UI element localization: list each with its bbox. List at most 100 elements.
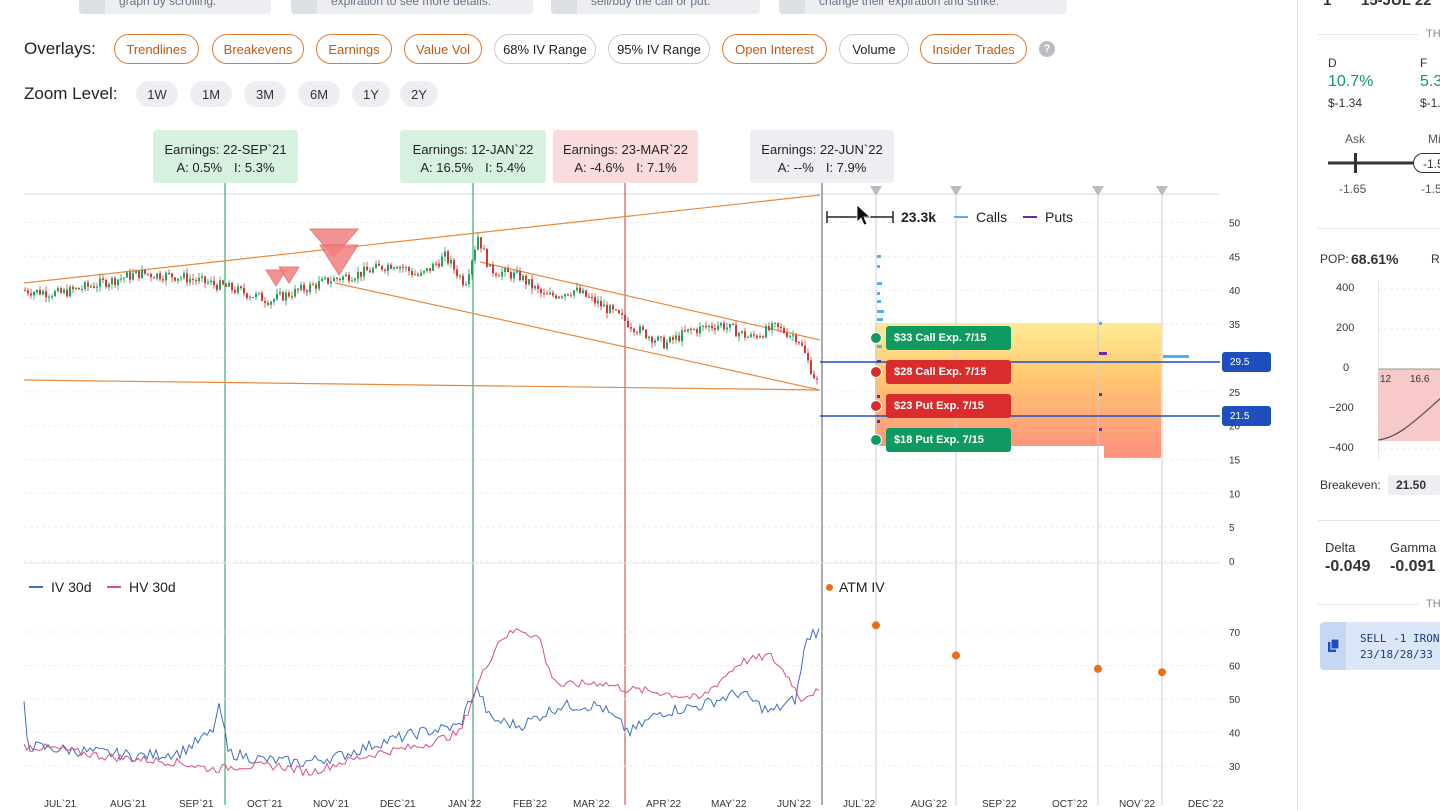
candle-body (207, 282, 209, 284)
put-volume-bar (877, 420, 880, 423)
earnings-card[interactable]: Earnings: 22-SEP`21 A: 0.5% I: 5.3% (153, 130, 298, 183)
candle-body (393, 267, 395, 269)
call-volume-bar (877, 318, 883, 321)
overlay-value-vol[interactable]: Value Vol (404, 34, 482, 64)
zoom-6m[interactable]: 6M (298, 81, 340, 107)
option-leg-dot[interactable] (870, 332, 882, 344)
candle-body (237, 286, 239, 293)
candle-body (636, 332, 638, 334)
overlay-volume[interactable]: Volume (839, 34, 909, 64)
month-label: JUL`22 (843, 799, 876, 810)
candle-body (654, 340, 656, 343)
atm-iv-point (952, 651, 960, 660)
overlay-breakevens[interactable]: Breakevens (212, 34, 304, 64)
candle-body (114, 277, 116, 285)
zoom-1w[interactable]: 1W (136, 81, 178, 107)
candle-body (453, 260, 455, 270)
zoom-2y[interactable]: 2Y (400, 81, 438, 107)
candle-body (216, 284, 218, 290)
legend-calls: Calls (954, 209, 1007, 225)
candle-body (33, 292, 35, 296)
candle-body (69, 286, 71, 297)
candle-body (489, 264, 491, 267)
copy-icon[interactable] (1320, 622, 1346, 670)
candle-body (564, 294, 566, 297)
candle-body (444, 251, 446, 257)
earnings-card[interactable]: Earnings: 22-JUN`22 A: --% I: 7.9% (750, 130, 894, 183)
hint-sellbuy: sell/buy the call or put. (551, 0, 760, 14)
price-tick-label: 40 (1229, 286, 1241, 297)
candle-body (813, 374, 815, 379)
candle-body (387, 264, 389, 271)
candle-body (141, 269, 143, 279)
candle-body (81, 288, 83, 290)
candle-body (108, 284, 110, 288)
overlay-earnings[interactable]: Earnings (316, 34, 392, 64)
candle-body (27, 290, 29, 294)
candle-body (672, 337, 674, 340)
option-leg-dot[interactable] (870, 400, 882, 412)
candle-body (234, 290, 236, 293)
candle-body (531, 279, 533, 289)
candle-body (264, 300, 266, 303)
option-leg-dot[interactable] (870, 434, 882, 446)
iv-tick-label: 40 (1229, 729, 1241, 740)
overlay-open-interest[interactable]: Open Interest (722, 34, 827, 64)
candle-body (39, 289, 41, 295)
option-leg-23-put[interactable]: $23 Put Exp. 7/15 (886, 394, 1011, 418)
trade-summary[interactable]: SELL -1 IRON 23/18/28/33 (1320, 622, 1440, 670)
candle-body (447, 251, 449, 264)
price-tick-label: 5 (1229, 523, 1235, 534)
month-label: FEB`22 (513, 799, 547, 810)
candle-body (165, 272, 167, 281)
candle-body (471, 260, 473, 275)
candle-body (774, 322, 776, 324)
month-label: APR`22 (646, 799, 682, 810)
candle-body (633, 328, 635, 333)
candle-body (66, 289, 68, 297)
candle-body (408, 267, 410, 272)
zoom-1y[interactable]: 1Y (352, 81, 390, 107)
option-leg-dot[interactable] (870, 366, 882, 378)
candle-body (360, 271, 362, 277)
candle-body (156, 273, 158, 279)
zoom-1m[interactable]: 1M (190, 81, 232, 107)
put-volume-bar (1099, 352, 1107, 355)
upper-price-tag[interactable]: 29.5 (1222, 352, 1271, 372)
overlay-trendlines[interactable]: Trendlines (114, 34, 199, 64)
option-leg-28-call[interactable]: $28 Call Exp. 7/15 (886, 360, 1011, 384)
candle-body (63, 289, 65, 293)
mid-pill[interactable]: -1.5 (1413, 153, 1440, 173)
divider (1318, 34, 1418, 35)
candle-body (42, 291, 44, 295)
earnings-card[interactable]: Earnings: 23-MAR`22 A: -4.6% I: 7.1% (553, 130, 698, 183)
candle-body (420, 272, 422, 276)
candle-body (357, 271, 359, 279)
candle-body (483, 248, 485, 250)
candle-body (795, 335, 797, 343)
candle-body (294, 288, 296, 297)
zoom-3m[interactable]: 3M (244, 81, 286, 107)
lower-price-tag[interactable]: 21.5 (1222, 406, 1271, 426)
overlay-68-iv-range[interactable]: 68% IV Range (494, 34, 596, 64)
candle-body (306, 290, 308, 292)
candle-body (573, 290, 575, 296)
candle-body (543, 293, 545, 295)
candle-body (462, 275, 464, 286)
option-leg-33-call[interactable]: $33 Call Exp. 7/15 (886, 326, 1011, 350)
earnings-card[interactable]: Earnings: 12-JAN`22 A: 16.5% I: 5.4% (400, 130, 546, 183)
expiration-marker-icon (1156, 186, 1168, 196)
candle-body (369, 270, 371, 273)
candle-body (612, 305, 614, 310)
candle-body (678, 335, 680, 342)
month-label: NOV`21 (313, 799, 350, 810)
help-icon[interactable]: ? (1039, 41, 1055, 57)
overlay-insider-trades[interactable]: Insider Trades (920, 34, 1027, 64)
pl-chart[interactable] (1378, 280, 1440, 460)
overlay-95-iv-range[interactable]: 95% IV Range (608, 34, 710, 64)
pl-tick: 200 (1336, 322, 1355, 334)
atm-iv-point (872, 621, 880, 630)
option-leg-18-put[interactable]: $18 Put Exp. 7/15 (886, 428, 1011, 452)
candle-body (714, 328, 716, 330)
